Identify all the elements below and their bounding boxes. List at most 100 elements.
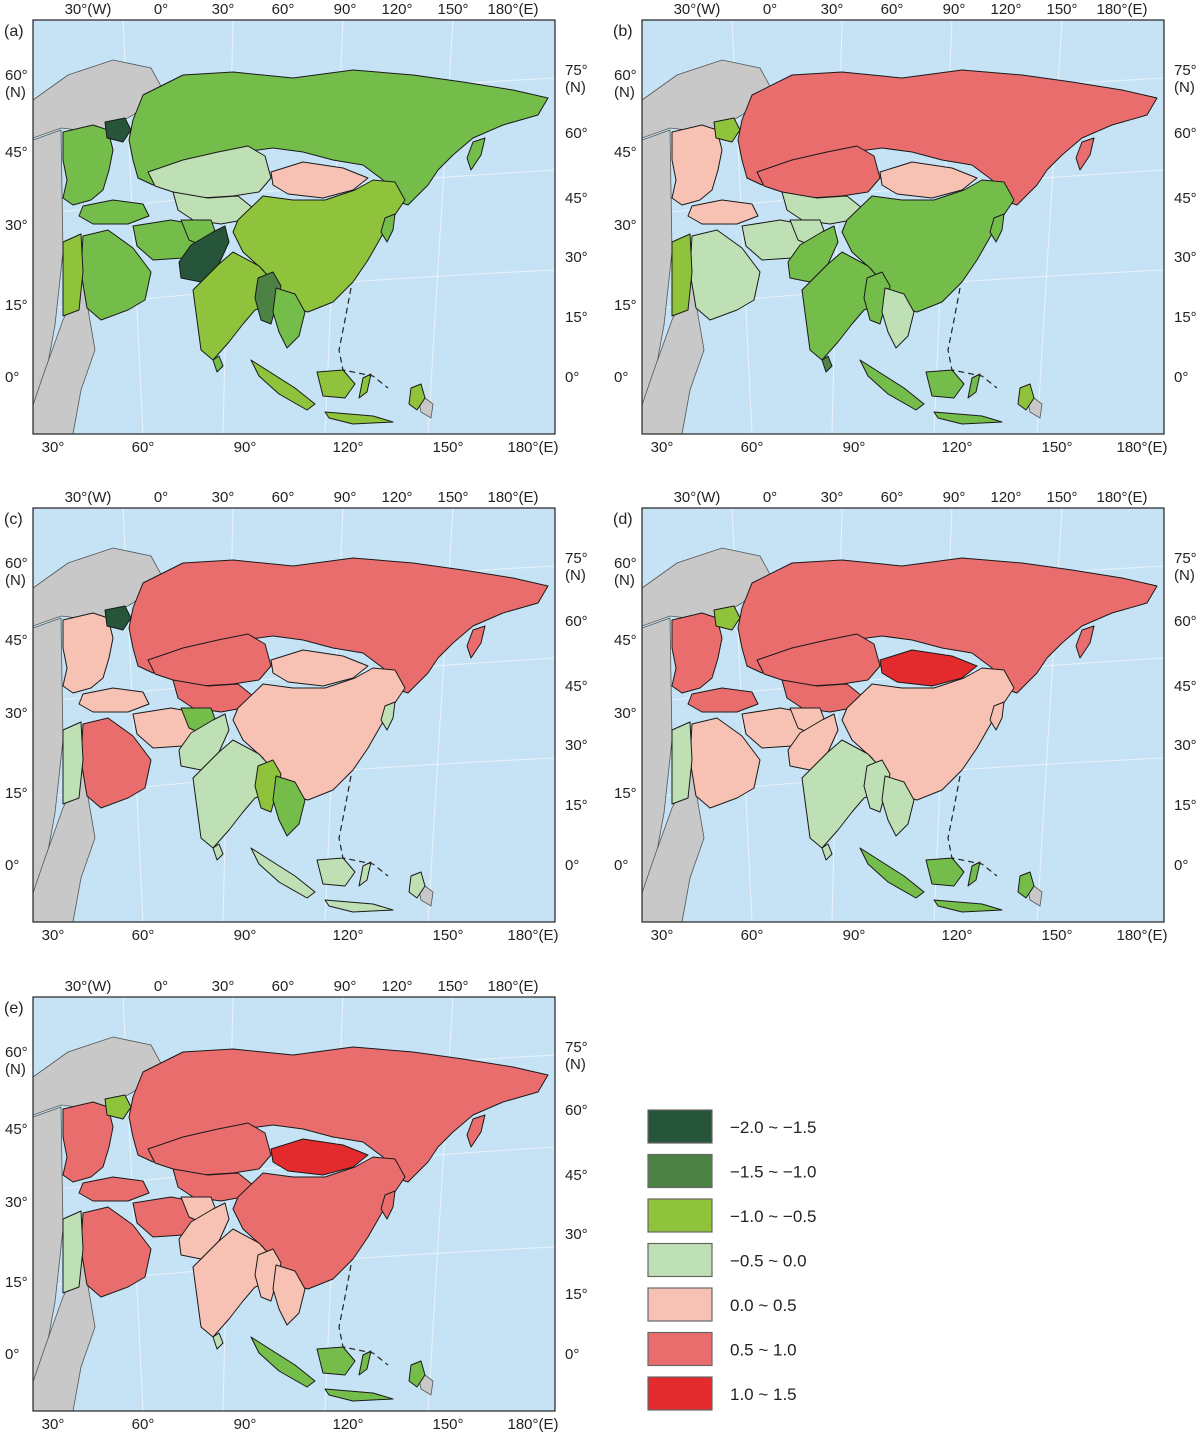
right-axis-label: 15° bbox=[565, 797, 588, 814]
top-axis-label: 30° bbox=[212, 489, 235, 506]
korea-region bbox=[380, 701, 396, 731]
legend-label: 0.5 ~ 1.0 bbox=[730, 1341, 797, 1360]
papua-new-guinea-region bbox=[408, 1360, 426, 1388]
turkey-region bbox=[687, 687, 759, 713]
arabia-region bbox=[80, 1206, 152, 1298]
legend: −2.0 ~ −1.5 −1.5 ~ −1.0 −1.0 ~ −0.5 −0.5 ~ … bbox=[647, 1109, 817, 1411]
right-axis-label: 75° (N) bbox=[565, 550, 588, 584]
right-axis-label: 0° bbox=[565, 369, 579, 386]
legend-swatch bbox=[647, 1376, 713, 1411]
right-axis-label: 15° bbox=[1174, 797, 1197, 814]
japan-region bbox=[1075, 625, 1095, 659]
bottom-axis-label: 120° bbox=[941, 927, 972, 944]
panel-label: (e) bbox=[4, 1000, 24, 1017]
legend-label: −1.5 ~ −1.0 bbox=[730, 1163, 817, 1182]
top-axis-label: 90° bbox=[943, 1, 966, 18]
arabia-region bbox=[689, 717, 761, 809]
right-axis-label: 60° bbox=[1174, 613, 1197, 630]
right-axis-label: 30° bbox=[565, 249, 588, 266]
top-axis-label: 60° bbox=[272, 978, 295, 995]
mongolia-region bbox=[270, 161, 369, 199]
top-axis-label: 60° bbox=[881, 1, 904, 18]
legend-swatch bbox=[647, 1331, 713, 1367]
left-axis-label: 60° (N) bbox=[614, 67, 637, 101]
korea-region bbox=[989, 213, 1005, 243]
sri-lanka-region bbox=[212, 355, 224, 373]
bottom-axis-label: 120° bbox=[332, 1416, 363, 1433]
papua-new-guinea-region bbox=[1017, 383, 1035, 411]
bottom-axis-label: 150° bbox=[1041, 439, 1072, 456]
sri-lanka-region bbox=[821, 355, 833, 373]
panel-label: (c) bbox=[4, 511, 23, 528]
legend-swatch bbox=[647, 1198, 713, 1233]
kazakhstan-region bbox=[756, 145, 881, 199]
turkey-region bbox=[78, 687, 150, 713]
southeast-asia-region bbox=[272, 775, 306, 837]
left-axis-label: 30° bbox=[5, 217, 28, 234]
korea-region bbox=[380, 1190, 396, 1220]
papua-new-guinea-region bbox=[408, 871, 426, 899]
top-axis-label: 0° bbox=[154, 489, 168, 506]
top-axis-label: 120° bbox=[990, 1, 1021, 18]
left-axis-label: 60° (N) bbox=[5, 67, 28, 101]
bottom-axis-label: 60° bbox=[132, 927, 155, 944]
legend-label: −2.0 ~ −1.5 bbox=[730, 1118, 817, 1137]
top-axis-label: 150° bbox=[1046, 1, 1077, 18]
arabia-region bbox=[689, 229, 761, 321]
left-axis-label: 30° bbox=[614, 217, 637, 234]
right-axis-label: 75° (N) bbox=[1174, 62, 1197, 96]
left-axis-label: 30° bbox=[614, 705, 637, 722]
left-axis-label: 15° bbox=[614, 785, 637, 802]
left-axis-label: 45° bbox=[614, 632, 637, 649]
bottom-axis-label: 180°(E) bbox=[1116, 927, 1167, 944]
top-axis-label: 90° bbox=[334, 489, 357, 506]
top-axis-label: 120° bbox=[381, 978, 412, 995]
indonesia-region bbox=[859, 359, 1003, 425]
right-axis-label: 0° bbox=[1174, 369, 1188, 386]
top-axis-label: 30°(W) bbox=[65, 1, 112, 18]
other-land bbox=[33, 1036, 434, 1411]
bottom-axis-label: 180°(E) bbox=[507, 439, 558, 456]
right-axis-label: 30° bbox=[1174, 737, 1197, 754]
left-axis-label: 15° bbox=[614, 297, 637, 314]
belarus-region bbox=[713, 117, 741, 143]
top-axis-label: 180°(E) bbox=[1096, 1, 1147, 18]
bottom-axis-label: 30° bbox=[42, 439, 65, 456]
top-axis-label: 30° bbox=[821, 489, 844, 506]
bottom-axis-label: 180°(E) bbox=[1116, 439, 1167, 456]
right-axis-label: 45° bbox=[1174, 190, 1197, 207]
top-axis-label: 120° bbox=[381, 489, 412, 506]
indonesia-region bbox=[250, 1336, 394, 1402]
bottom-axis-label: 60° bbox=[741, 927, 764, 944]
right-axis-label: 0° bbox=[1174, 857, 1188, 874]
levant-region bbox=[671, 721, 693, 805]
left-axis-label: 45° bbox=[5, 144, 28, 161]
top-axis-label: 0° bbox=[763, 1, 777, 18]
top-axis-label: 120° bbox=[990, 489, 1021, 506]
other-land bbox=[33, 59, 434, 434]
map-frame bbox=[32, 996, 556, 1412]
bottom-axis-label: 60° bbox=[741, 439, 764, 456]
top-axis-label: 180°(E) bbox=[1096, 489, 1147, 506]
bottom-axis-label: 150° bbox=[432, 1416, 463, 1433]
left-axis-label: 15° bbox=[5, 297, 28, 314]
top-axis-label: 0° bbox=[154, 1, 168, 18]
panel-label: (a) bbox=[4, 23, 24, 40]
right-axis-label: 15° bbox=[565, 309, 588, 326]
indonesia-region bbox=[250, 847, 394, 913]
map-panel-e: (e) 30°(W) 0° 30° 60° 90° 120° 150° 180°(E) 30° 60… bbox=[4, 978, 588, 1433]
right-axis-label: 30° bbox=[1174, 249, 1197, 266]
right-axis-label: 75° (N) bbox=[565, 62, 588, 96]
dashed-boundary bbox=[338, 287, 389, 389]
kazakhstan-region bbox=[147, 633, 272, 687]
top-axis-label: 150° bbox=[1046, 489, 1077, 506]
levant-region bbox=[62, 721, 84, 805]
belarus-region bbox=[104, 117, 132, 143]
top-axis-label: 30° bbox=[821, 1, 844, 18]
left-axis-label: 60° (N) bbox=[5, 555, 28, 589]
top-axis-label: 0° bbox=[763, 489, 777, 506]
bottom-axis-label: 60° bbox=[132, 1416, 155, 1433]
indonesia-region bbox=[250, 359, 394, 425]
levant-region bbox=[62, 233, 84, 317]
